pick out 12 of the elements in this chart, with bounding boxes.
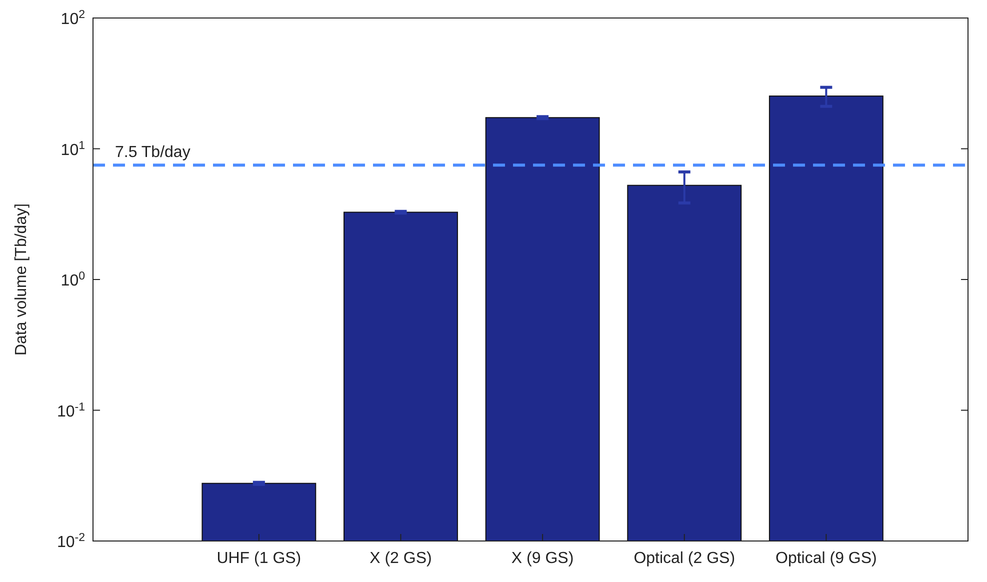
x-tick-label: X (9 GS) bbox=[511, 550, 574, 567]
y-tick-label: 10$^{0}$ bbox=[60, 270, 85, 290]
x-tick-label: UHF (1 GS) bbox=[216, 550, 302, 567]
y-tick-label: 10$^{-2}$ bbox=[56, 532, 85, 551]
y-tick-label: 10$^{1}$ bbox=[60, 140, 85, 159]
x-tick-label: Optical (2 GS) bbox=[634, 550, 736, 567]
x-tick-label: Optical (9 GS) bbox=[776, 550, 877, 567]
y-tick-label: 10$^{-1}$ bbox=[56, 401, 85, 420]
x-tick-label: X (2 GS) bbox=[370, 550, 432, 567]
y-axis-title: Data volume [Tb/day] bbox=[13, 203, 30, 356]
ref-line-label: 7.5 Tb/day bbox=[115, 144, 190, 162]
y-tick-label: 10$^{2}$ bbox=[60, 9, 85, 28]
